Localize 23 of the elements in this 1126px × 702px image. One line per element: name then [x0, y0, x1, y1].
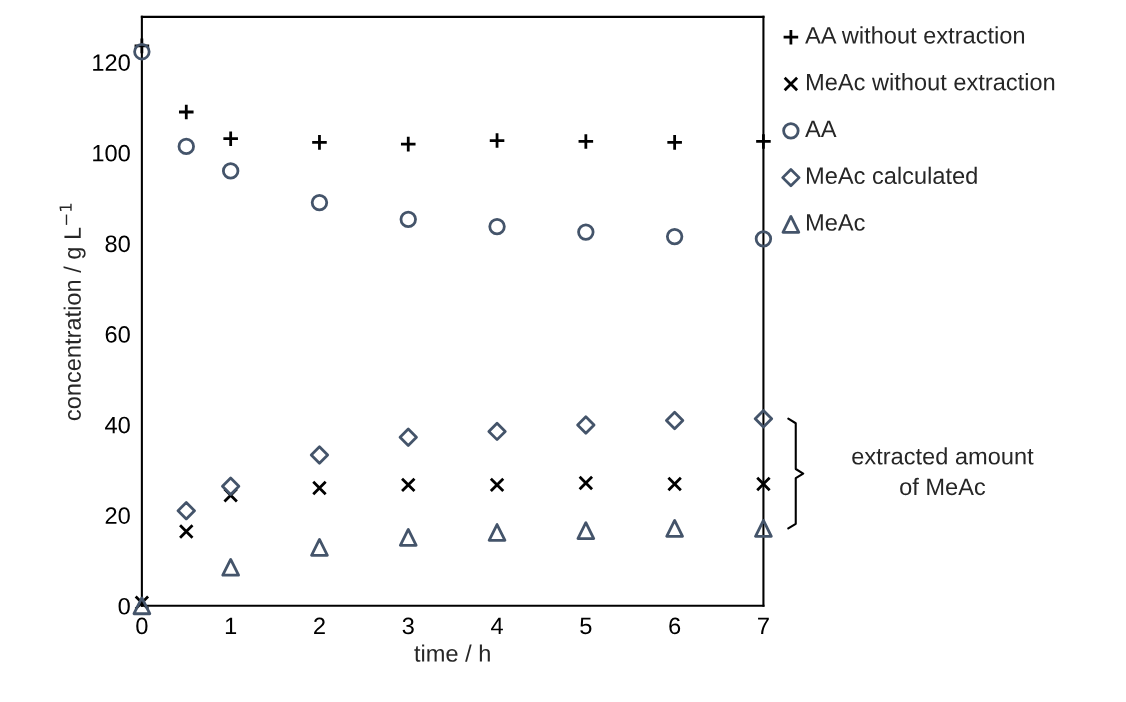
x-tick-label: 6: [669, 617, 681, 635]
y-tick-label: 80: [105, 235, 130, 253]
x-axis-title: time / h: [414, 644, 490, 662]
legend-label: MeAc calculated: [807, 166, 977, 185]
y-tick-label: 40: [105, 416, 130, 434]
y-axis-title: concentration / g L$^{−1}$: [59, 203, 86, 421]
y-tick-label: 0: [118, 597, 130, 615]
legend-label: MeAc without extraction: [807, 73, 1055, 91]
x-tick-label: 1: [225, 617, 237, 635]
legend-label: AA without extraction: [805, 26, 1025, 44]
x-tick-label: 7: [758, 617, 769, 635]
x-tick-label: 5: [580, 617, 592, 635]
y-tick-label: 120: [93, 54, 130, 71]
x-tick-label: 2: [314, 617, 325, 635]
x-tick-label: 4: [491, 617, 503, 635]
text: extracted amount of MeAc: [852, 447, 1034, 496]
y-tick-label: 20: [105, 507, 130, 524]
x-tick-label: 0: [136, 617, 148, 635]
legend-label: MeAc: [807, 214, 865, 231]
y-tick-label: 60: [105, 326, 130, 343]
y-tick-label: 100: [93, 144, 130, 162]
legend-label: AA: [805, 120, 837, 138]
x-tick-label: 3: [402, 617, 414, 635]
